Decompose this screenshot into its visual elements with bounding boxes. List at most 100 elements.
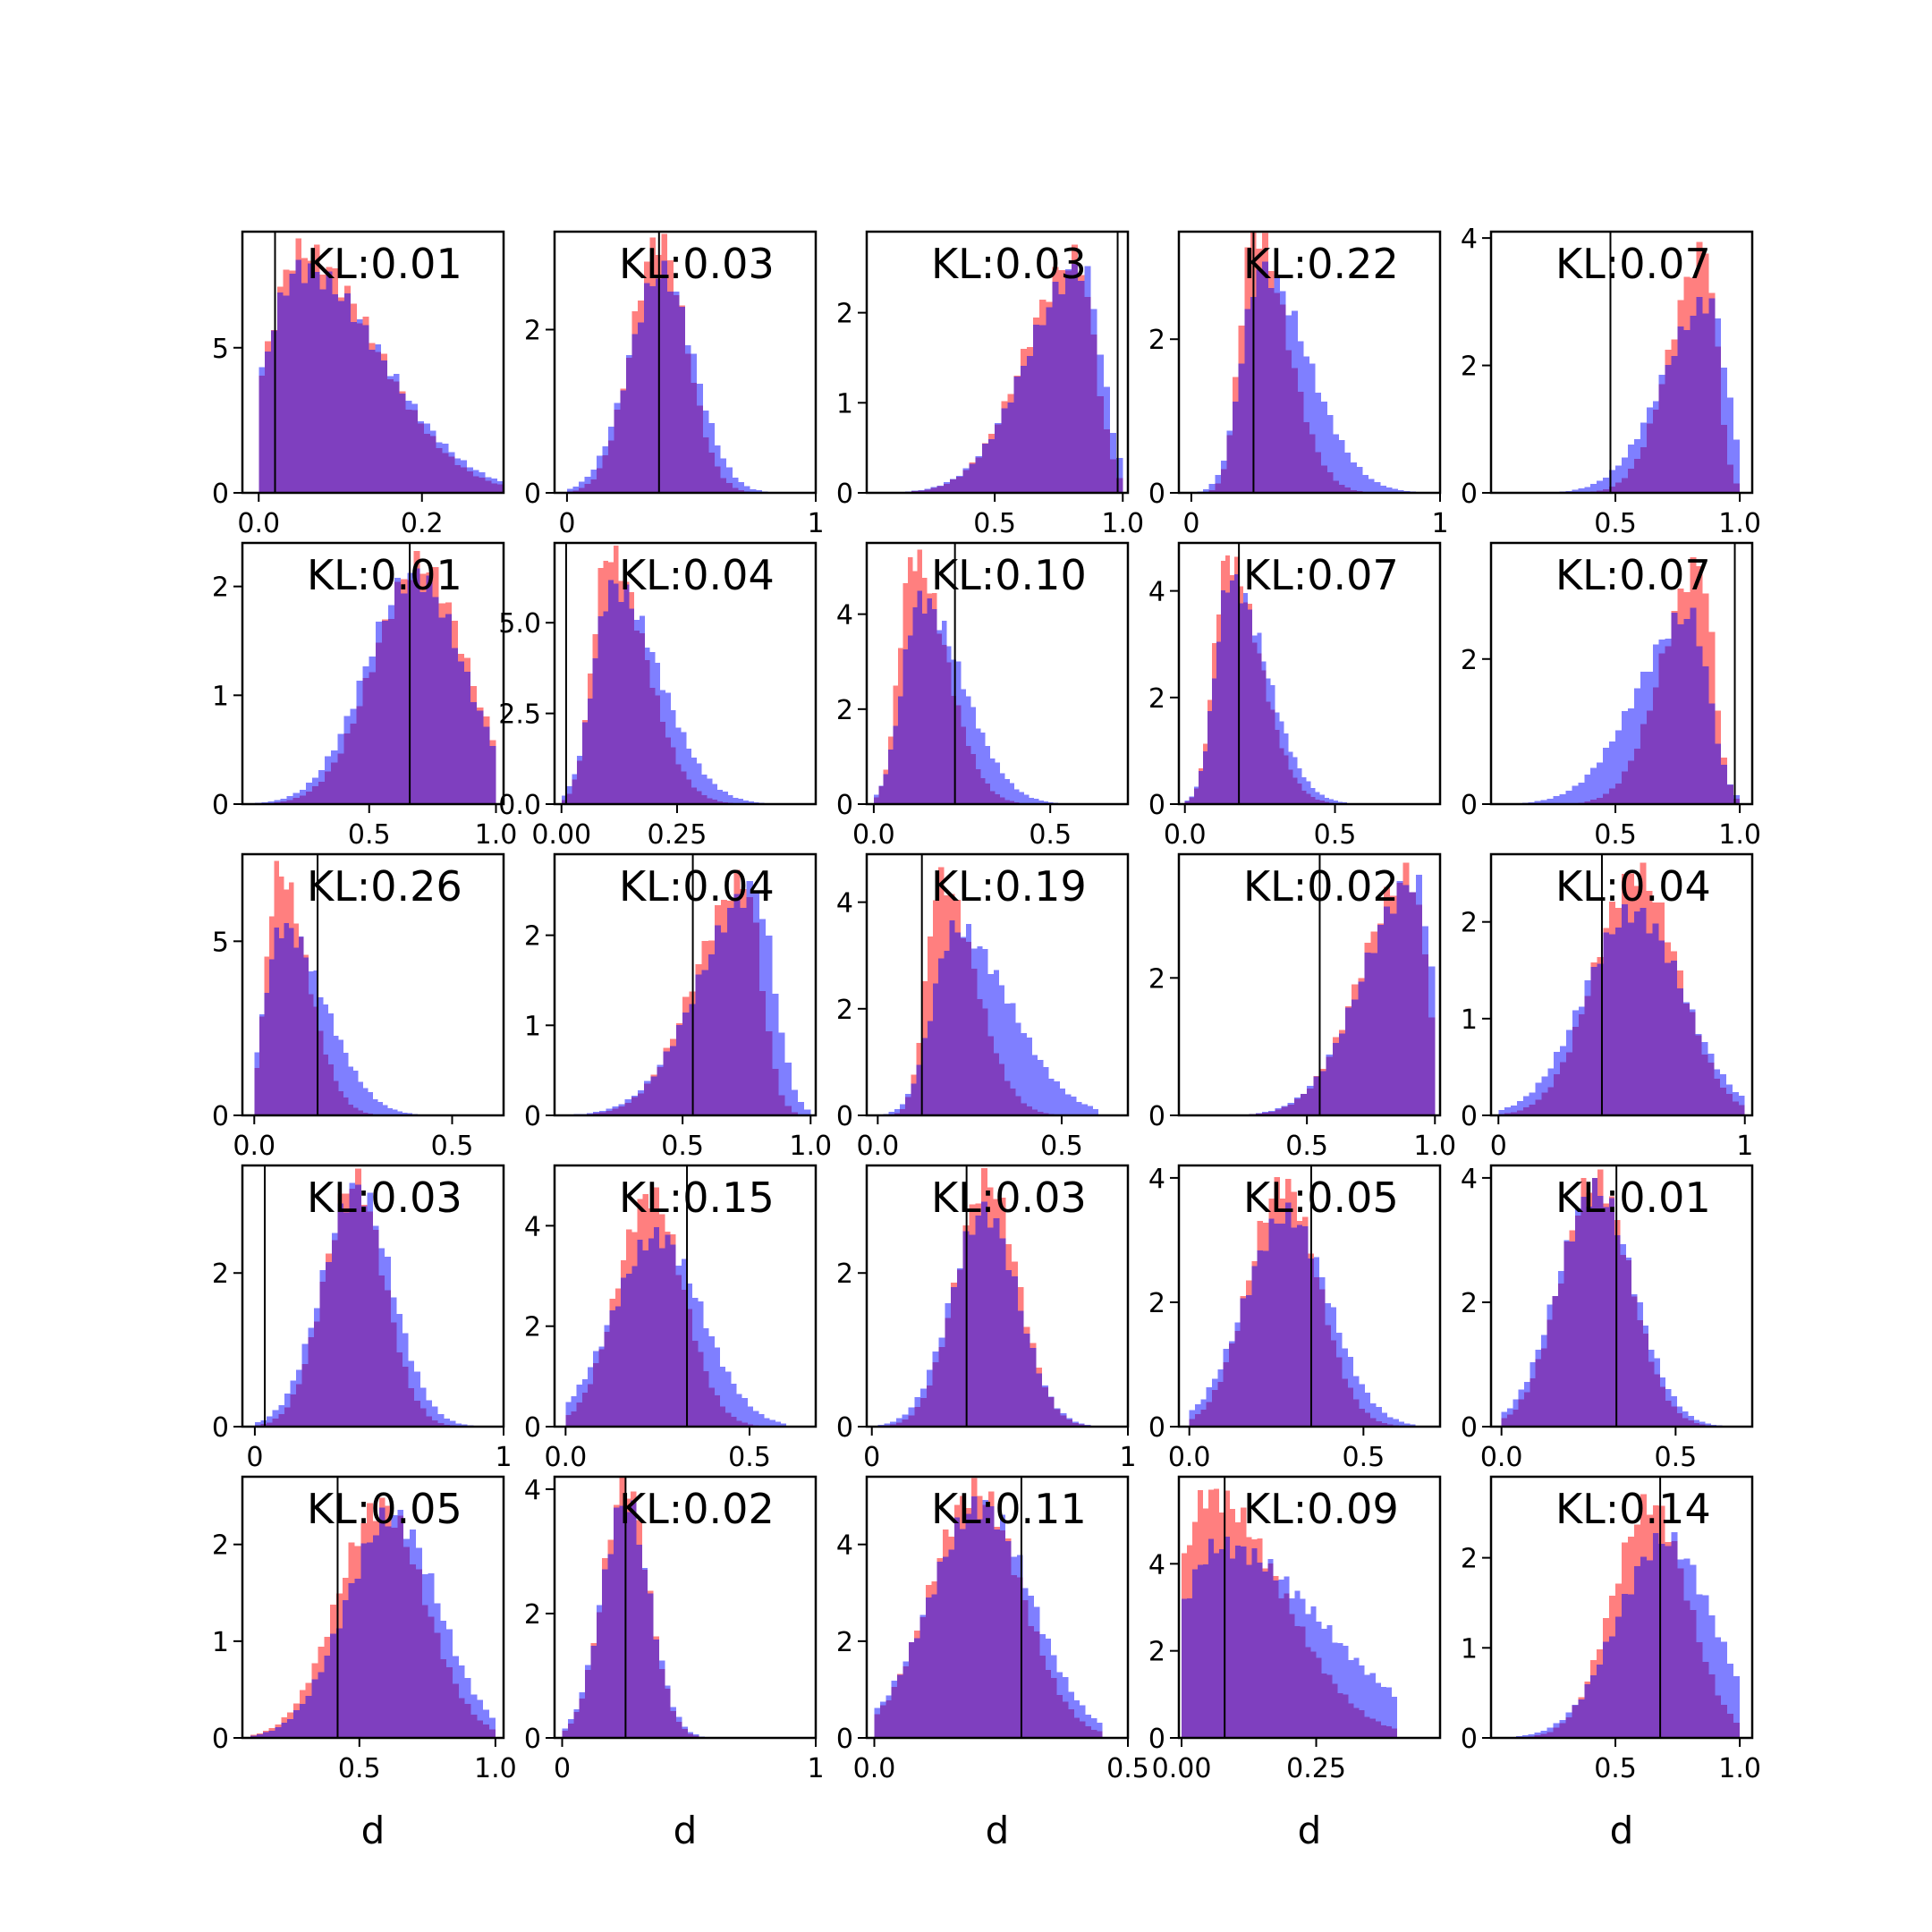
bar-b — [1045, 1638, 1052, 1738]
bar-b — [602, 1569, 608, 1738]
bar-b — [1279, 291, 1286, 493]
bar-b — [921, 1038, 928, 1115]
bar-b — [1279, 721, 1284, 804]
bar-b — [1014, 789, 1020, 804]
x-tick-label: 0.0 — [1168, 1442, 1211, 1473]
x-tick-label: 0.0 — [1480, 1442, 1523, 1473]
bar-b — [445, 614, 452, 804]
bar-b — [1332, 1043, 1339, 1115]
bar-b — [1522, 1096, 1530, 1115]
x-tick-label: 1.0 — [475, 819, 518, 851]
bar-b — [703, 1327, 709, 1427]
bar-b — [995, 762, 1000, 804]
x-tick-label: 1.0 — [1718, 819, 1761, 851]
y-tick-label: 2 — [1148, 683, 1165, 715]
bar-b — [1659, 1377, 1666, 1427]
bar-b — [1535, 1349, 1541, 1427]
bar-b — [362, 1088, 369, 1115]
bar-b — [1362, 474, 1369, 493]
bar-b — [1313, 1076, 1320, 1115]
bar-b — [360, 1543, 368, 1738]
bar-b — [1528, 1734, 1535, 1738]
plot-area — [873, 543, 1063, 804]
bar-b — [403, 1538, 411, 1738]
bar-b — [1404, 1423, 1411, 1427]
bar-b — [1428, 966, 1436, 1115]
bar-b — [1278, 1579, 1284, 1738]
y-tick-label: 2 — [1461, 1544, 1478, 1575]
bar-b — [1376, 1407, 1382, 1427]
kl-annotation: KL:0.04 — [1555, 862, 1711, 911]
bar-b — [1553, 1723, 1560, 1738]
bar-b — [1219, 1549, 1225, 1738]
bar-b — [1184, 800, 1190, 804]
bar-b — [1603, 747, 1610, 804]
bar-b — [891, 1680, 898, 1738]
bar-b — [670, 1244, 676, 1427]
bar-b — [1005, 1270, 1013, 1427]
bar-b — [590, 469, 597, 493]
bar-b — [1608, 1198, 1615, 1427]
x-tick-label: 1.0 — [789, 1131, 832, 1162]
bar-b — [1046, 307, 1053, 493]
bar-b — [1255, 1113, 1263, 1115]
bar-b — [982, 948, 988, 1115]
bar-b — [250, 1735, 257, 1738]
y-tick-label: 4 — [1148, 577, 1165, 608]
bar-b — [1715, 743, 1722, 804]
bar-b — [758, 1413, 765, 1427]
bar-b — [1026, 1038, 1033, 1115]
bar-b — [1625, 1257, 1632, 1427]
bar-b — [1208, 484, 1216, 493]
bar-b — [477, 710, 484, 804]
bar-b — [620, 390, 626, 493]
plot-area — [1509, 1477, 1741, 1738]
bar-b — [454, 458, 462, 493]
bar-b — [1309, 363, 1316, 493]
bar-b — [262, 1732, 269, 1738]
bar-b — [1695, 1034, 1702, 1115]
bar-b — [432, 1406, 438, 1427]
bar-b — [1073, 1699, 1080, 1738]
y-tick-label: 4 — [524, 1475, 541, 1506]
bar-b — [649, 652, 656, 804]
axes-frame — [553, 230, 818, 495]
bar-b — [1603, 477, 1610, 493]
bar-b — [670, 710, 676, 804]
axes-frame — [1489, 230, 1754, 495]
bar-b — [1297, 767, 1302, 804]
bar-b — [905, 1094, 911, 1115]
bar-b — [695, 974, 702, 1115]
bar-b — [268, 959, 275, 1115]
bar-b — [375, 621, 382, 804]
bar-b — [1076, 1101, 1082, 1115]
bar-b — [1206, 1387, 1212, 1427]
axes-frame — [553, 852, 818, 1117]
bar-b — [948, 1549, 954, 1738]
bar-b — [1609, 470, 1616, 493]
plot-area — [1197, 232, 1416, 493]
subplot-4-4: 0 2 4 0.0 0.5 KL:0.05 — [1148, 1164, 1442, 1473]
bar-b — [1267, 1558, 1274, 1738]
bar-b — [1230, 580, 1235, 804]
bar-b — [319, 1270, 326, 1427]
y-tick-label: 1 — [836, 388, 853, 419]
y-tick-label: 4 — [836, 600, 853, 631]
bar-b — [254, 1422, 261, 1427]
y-tick-label: 0 — [212, 479, 229, 510]
bar-b — [1727, 784, 1734, 804]
plot-area — [250, 1477, 496, 1738]
kl-annotation: KL:0.15 — [619, 1174, 775, 1222]
subplot-5-5: 0 1 2 0.5 1.0 KL:0.14 d — [1461, 1475, 1761, 1852]
y-tick-label: 1 — [1461, 1633, 1478, 1665]
y-tick-label: 4 — [1148, 1549, 1165, 1580]
bar-b — [1690, 315, 1697, 493]
bar-b — [1224, 1537, 1231, 1738]
bar-b — [631, 1500, 637, 1738]
bar-b — [1275, 712, 1280, 804]
bar-b — [775, 1421, 781, 1427]
y-tick-label: 2 — [212, 1530, 229, 1562]
bar-b — [1268, 1218, 1275, 1427]
bar-b — [313, 271, 320, 493]
bar-b — [1220, 461, 1227, 493]
